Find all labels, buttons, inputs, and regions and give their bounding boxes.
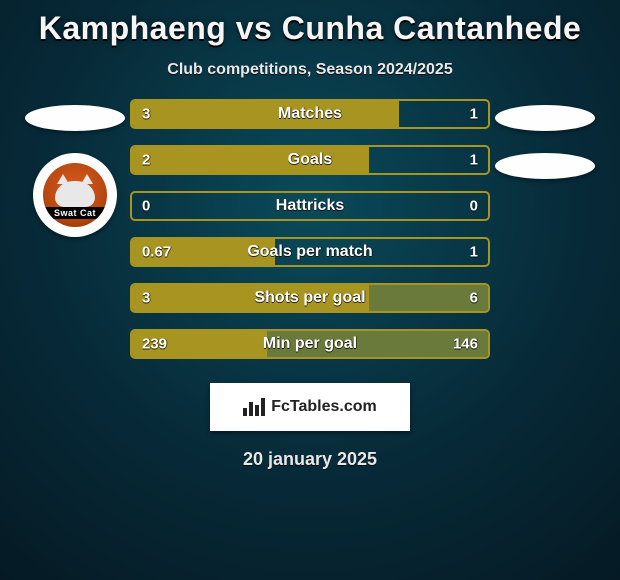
placeholder-icon bbox=[25, 105, 125, 131]
stat-value-left: 239 bbox=[142, 336, 167, 353]
snapshot-date: 20 january 2025 bbox=[0, 449, 620, 470]
stat-label: Matches bbox=[278, 105, 342, 123]
stat-value-right: 0 bbox=[470, 198, 478, 215]
stat-value-right: 1 bbox=[470, 152, 478, 169]
fill-left bbox=[132, 147, 369, 173]
source-label: FcTables.com bbox=[271, 398, 377, 416]
stat-label: Min per goal bbox=[263, 335, 357, 353]
side-right bbox=[490, 99, 600, 201]
stat-value-right: 146 bbox=[453, 336, 478, 353]
bars-icon bbox=[243, 398, 265, 416]
stat-row: Min per goal 239 146 bbox=[130, 329, 490, 359]
stat-bars: Matches 3 1 Goals 2 1 Hattricks 0 0 Goals per mat… bbox=[130, 99, 490, 359]
stat-value-left: 0.67 bbox=[142, 244, 171, 261]
stat-value-left: 3 bbox=[142, 106, 150, 123]
stat-row: Goals per match 0.67 1 bbox=[130, 237, 490, 267]
stat-row: Matches 3 1 bbox=[130, 99, 490, 129]
stat-value-right: 6 bbox=[470, 290, 478, 307]
stat-row: Hattricks 0 0 bbox=[130, 191, 490, 221]
source-badge: FcTables.com bbox=[210, 383, 410, 431]
stat-label: Shots per goal bbox=[254, 289, 365, 307]
placeholder-icon bbox=[495, 153, 595, 179]
stat-label: Hattricks bbox=[276, 197, 344, 215]
stat-value-left: 2 bbox=[142, 152, 150, 169]
crest-band-text: Swat Cat bbox=[43, 207, 107, 219]
stat-label: Goals bbox=[288, 151, 332, 169]
swat-cat-icon: Swat Cat bbox=[43, 163, 107, 227]
stat-value-right: 1 bbox=[470, 244, 478, 261]
stat-row: Goals 2 1 bbox=[130, 145, 490, 175]
stat-value-left: 0 bbox=[142, 198, 150, 215]
stat-value-left: 3 bbox=[142, 290, 150, 307]
stat-row: Shots per goal 3 6 bbox=[130, 283, 490, 313]
comparison-panel: Swat Cat Matches 3 1 Goals 2 1 Hattricks 0 0 Goal… bbox=[0, 99, 620, 359]
team-crest-left: Swat Cat bbox=[33, 153, 117, 237]
page-subtitle: Club competitions, Season 2024/2025 bbox=[0, 61, 620, 79]
side-left: Swat Cat bbox=[20, 99, 130, 237]
fill-left bbox=[132, 101, 399, 127]
placeholder-icon bbox=[495, 105, 595, 131]
page-title: Kamphaeng vs Cunha Cantanhede bbox=[0, 0, 620, 47]
stat-value-right: 1 bbox=[470, 106, 478, 123]
stat-label: Goals per match bbox=[247, 243, 372, 261]
